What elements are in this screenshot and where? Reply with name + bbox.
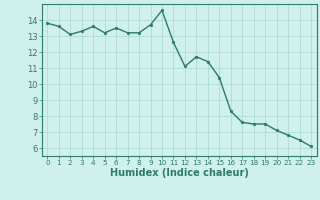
X-axis label: Humidex (Indice chaleur): Humidex (Indice chaleur): [110, 168, 249, 178]
